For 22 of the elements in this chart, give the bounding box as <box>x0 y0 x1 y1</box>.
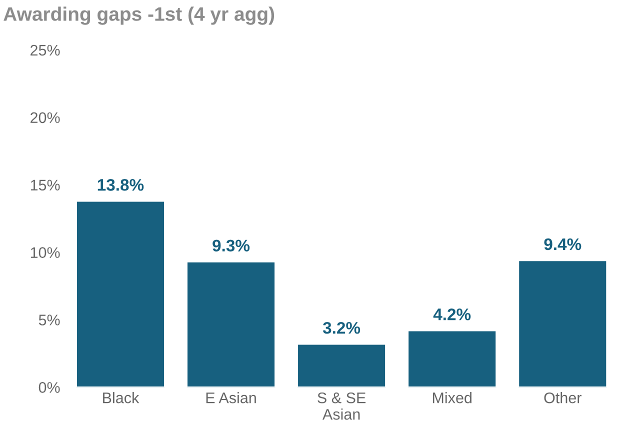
x-tick-label: E Asian <box>206 392 256 404</box>
bar <box>186 261 276 388</box>
data-label: 9.4% <box>544 238 582 250</box>
y-tick-label: 10% <box>30 247 60 258</box>
data-label: 3.2% <box>322 322 360 334</box>
y-tick-label: 0% <box>38 382 60 393</box>
bar <box>518 260 608 388</box>
bar <box>407 330 497 388</box>
x-tick-label: Black <box>103 392 140 404</box>
bar <box>296 343 386 388</box>
x-tick-label: S & SE Asian <box>318 392 366 420</box>
y-tick-label: 20% <box>30 112 60 124</box>
data-label: 4.2% <box>433 308 471 320</box>
bar <box>76 200 166 388</box>
data-label: 9.3% <box>212 240 250 252</box>
chart-title: Awarding gaps -1st (4 yr agg) <box>4 6 274 25</box>
y-tick-label: 5% <box>38 314 60 326</box>
y-tick-label: 25% <box>30 44 60 56</box>
x-tick-label: Other <box>544 392 582 404</box>
x-tick-label: Mixed <box>432 392 472 404</box>
data-label: 13.8% <box>98 178 144 191</box>
y-tick-label: 15% <box>30 180 60 191</box>
